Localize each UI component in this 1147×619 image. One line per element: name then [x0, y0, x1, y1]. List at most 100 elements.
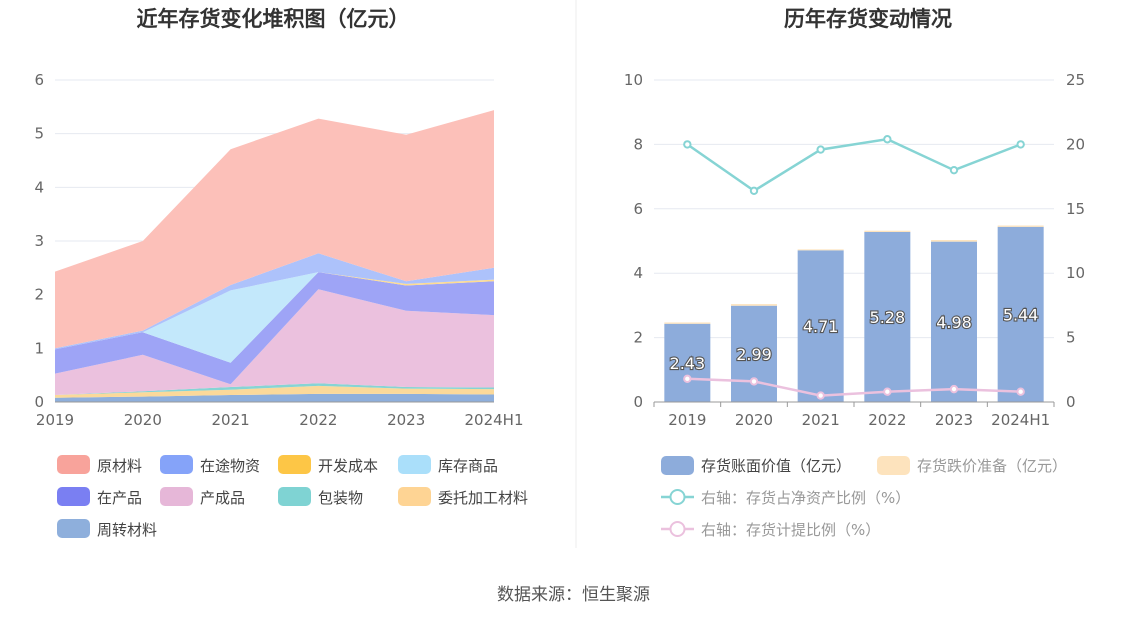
right-y-tick-label: 6 — [633, 200, 643, 218]
right-y2-tick-label: 15 — [1066, 200, 1085, 218]
right-x-tick-label: 2022 — [868, 411, 906, 429]
right-y2-tick-label: 0 — [1066, 393, 1076, 411]
legend-label-line-1: 右轴：存货计提比例（%） — [701, 521, 880, 539]
right-y-tick-label: 10 — [624, 71, 643, 89]
right-y-tick-label: 8 — [633, 135, 643, 153]
left-y-tick-label: 0 — [34, 393, 44, 411]
legend-swatch-在途物资 — [160, 455, 193, 474]
left-x-tick-label: 2019 — [36, 411, 74, 429]
provision-bar-2024H1 — [997, 225, 1044, 227]
legend-label-包装物: 包装物 — [318, 489, 363, 507]
left-y-tick-label: 4 — [34, 178, 44, 196]
legend-swatch-存货跌价准备（亿元） — [877, 456, 910, 475]
area-series-产成品 — [55, 289, 494, 395]
left-x-tick-label: 2024H1 — [465, 411, 524, 429]
provision-bar-2021 — [797, 249, 844, 251]
right-x-tick-label: 2024H1 — [991, 411, 1050, 429]
line-series-0 — [686, 137, 1022, 193]
left-x-tick-label: 2023 — [387, 411, 425, 429]
line-point-1-2019 — [683, 374, 692, 384]
bar-2020 — [731, 305, 777, 402]
legend-label-在途物资: 在途物资 — [200, 457, 260, 475]
legend-label-库存商品: 库存商品 — [438, 457, 498, 475]
area-series-委托加工材料 — [55, 385, 494, 398]
legend-swatch-库存商品 — [398, 455, 431, 474]
left-x-tick-label: 2021 — [212, 411, 250, 429]
line-point-0-2024H1 — [1016, 140, 1025, 149]
legend-swatch-原材料 — [57, 455, 90, 474]
left-chart-title: 近年存货变化堆积图（亿元） — [137, 7, 410, 31]
area-series-库存商品 — [55, 272, 494, 363]
provision-bar-2019 — [664, 322, 711, 324]
legend-marker-1 — [669, 521, 686, 537]
bar-2024H1 — [997, 226, 1044, 402]
legend-label-产成品: 产成品 — [200, 489, 245, 507]
right-x-tick-label: 2020 — [735, 411, 773, 429]
legend-swatch-周转材料 — [57, 519, 90, 538]
right-y-tick-label: 2 — [633, 329, 643, 347]
area-series-原材料 — [55, 110, 494, 349]
legend-swatch-在产品 — [57, 487, 90, 506]
line-point-1-2023 — [949, 384, 959, 394]
legend-label-line-0: 右轴：存货占净资产比例（%） — [701, 489, 910, 507]
bar-value-label-2020: 2.99 — [736, 345, 772, 364]
legend-swatch-委托加工材料 — [398, 487, 431, 506]
bar-value-label-2019: 2.43 — [670, 354, 706, 373]
area-series-周转材料 — [55, 393, 494, 402]
legend-swatch-包装物 — [278, 487, 311, 506]
right-x-tick-label: 2021 — [802, 411, 840, 429]
area-series-在产品 — [55, 272, 494, 385]
legend-marker-0 — [669, 489, 686, 505]
bar-2022 — [864, 231, 911, 402]
bar-2021 — [797, 250, 844, 402]
legend-label-周转材料: 周转材料 — [97, 521, 157, 539]
legend-label-委托加工材料: 委托加工材料 — [438, 489, 528, 507]
right-y2-tick-label: 10 — [1066, 264, 1085, 282]
line-point-0-2019 — [683, 140, 692, 149]
line-point-1-2020 — [749, 377, 759, 386]
legend-swatch-产成品 — [160, 487, 193, 506]
legend-label-在产品: 在产品 — [97, 489, 142, 507]
legend-swatch-开发成本 — [278, 455, 311, 474]
left-y-tick-label: 2 — [34, 286, 44, 304]
line-point-1-2024H1 — [1016, 387, 1025, 396]
right-y-tick-label: 4 — [633, 264, 643, 282]
legend-label-存货跌价准备（亿元）: 存货跌价准备（亿元） — [917, 457, 1067, 475]
provision-bar-2022 — [864, 230, 911, 232]
left-y-tick-label: 1 — [34, 339, 44, 357]
left-x-tick-label: 2022 — [299, 411, 337, 429]
provision-bar-2023 — [931, 240, 977, 242]
legend-label-开发成本: 开发成本 — [318, 457, 378, 475]
bar-2019 — [664, 323, 711, 402]
line-point-1-2021 — [816, 391, 825, 400]
left-x-tick-label: 2020 — [124, 411, 162, 429]
provision-bar-2020 — [731, 304, 777, 306]
right-x-tick-label: 2023 — [935, 411, 973, 429]
bar-value-label-2022: 5.28 — [870, 308, 906, 327]
source-note: 数据来源：恒生聚源 — [497, 585, 650, 605]
left-y-tick-label: 6 — [34, 71, 44, 89]
line-point-0-2020 — [749, 186, 759, 195]
line-point-0-2023 — [949, 165, 959, 175]
area-series-包装物 — [55, 383, 494, 395]
area-series-在途物资 — [55, 253, 494, 350]
legend-label-存货账面价值（亿元）: 存货账面价值（亿元） — [701, 457, 851, 475]
left-y-tick-label: 5 — [34, 125, 44, 143]
line-point-0-2022 — [883, 135, 892, 144]
line-point-1-2022 — [883, 387, 892, 396]
left-y-tick-label: 3 — [34, 232, 44, 250]
right-y2-tick-label: 5 — [1066, 329, 1076, 347]
bar-value-label-2023: 4.98 — [936, 313, 972, 332]
right-x-tick-label: 2019 — [668, 411, 706, 429]
legend-swatch-存货账面价值（亿元） — [661, 456, 694, 475]
line-point-0-2021 — [816, 145, 825, 154]
right-y2-tick-label: 25 — [1066, 71, 1085, 89]
line-series-1 — [687, 377, 1021, 397]
right-y2-tick-label: 20 — [1066, 135, 1085, 153]
right-y-tick-label: 0 — [633, 393, 643, 411]
bar-2023 — [931, 241, 977, 402]
legend-label-原材料: 原材料 — [97, 457, 142, 475]
bar-value-label-2021: 4.71 — [803, 317, 839, 336]
right-chart-title: 历年存货变动情况 — [784, 7, 952, 31]
